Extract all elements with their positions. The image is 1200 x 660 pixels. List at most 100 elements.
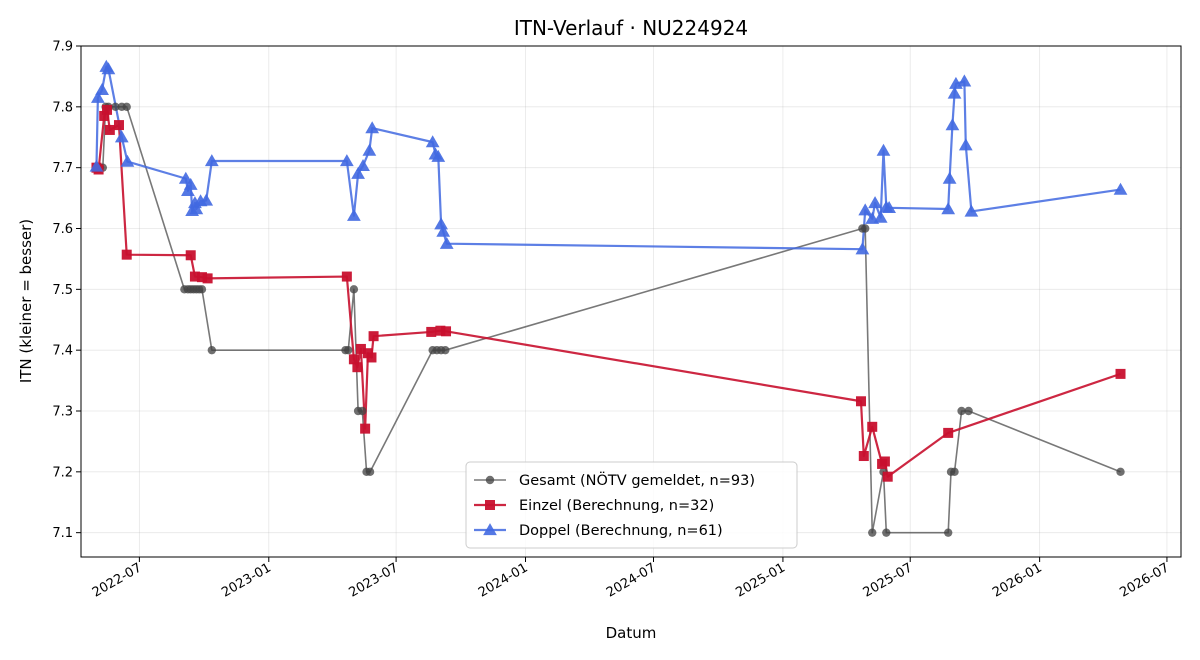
x-tick-label: 2026-01 xyxy=(990,560,1045,600)
data-point-triangle xyxy=(855,242,870,255)
data-point-triangle xyxy=(114,130,129,143)
y-tick-label: 7.8 xyxy=(52,100,73,115)
y-tick-label: 7.2 xyxy=(52,465,73,480)
data-point-circle xyxy=(964,406,973,416)
data-point-circle xyxy=(197,285,207,294)
legend-marker-square xyxy=(485,500,495,510)
data-point-square xyxy=(189,271,200,282)
data-point-circle xyxy=(957,406,966,416)
x-axis-ticks: 2022-07 2023-01 2023-07 2024-01 2024-07 2025-… xyxy=(90,557,1172,601)
data-point-square xyxy=(360,423,371,434)
data-point-triangle xyxy=(347,208,361,221)
data-point-square xyxy=(113,120,124,131)
data-point-triangle xyxy=(868,196,882,209)
data-point-circle xyxy=(207,345,217,355)
legend-entry: Einzel (Berechnung, n=32) xyxy=(519,498,714,514)
data-point-circle xyxy=(111,102,120,112)
data-point-square xyxy=(352,362,363,373)
data-point-triangle xyxy=(351,166,365,179)
legend-box xyxy=(465,461,798,549)
data-point-square xyxy=(441,326,452,337)
data-point-square xyxy=(202,273,213,284)
data-point-square xyxy=(943,427,954,438)
data-point-square xyxy=(341,271,352,282)
data-point-triangle xyxy=(362,143,377,156)
data-point-triangle xyxy=(436,224,451,237)
data-point-circle xyxy=(122,102,131,112)
series-markers xyxy=(89,59,1128,537)
data-point-circle xyxy=(349,285,359,294)
data-point-triangle xyxy=(434,217,448,230)
y-tick-label: 7.1 xyxy=(52,526,73,541)
data-point-triangle xyxy=(876,143,891,156)
data-point-square xyxy=(185,250,196,261)
data-point-square xyxy=(104,124,115,135)
legend-marker-triangle xyxy=(483,523,497,536)
legend-marker-circle xyxy=(485,475,495,485)
data-point-triangle xyxy=(199,193,214,206)
data-point-circle xyxy=(861,224,870,233)
data-point-circle xyxy=(365,467,375,477)
data-point-triangle xyxy=(882,200,896,213)
data-point-triangle xyxy=(183,177,198,190)
data-point-triangle xyxy=(339,154,354,167)
data-point-square xyxy=(102,104,113,115)
data-point-square xyxy=(426,326,437,337)
legend-entry: Gesamt (NÖTV gemeldet, n=93) xyxy=(519,471,755,489)
data-point-triangle xyxy=(431,149,446,162)
x-tick-label: 2026-07 xyxy=(1117,560,1172,600)
data-point-triangle xyxy=(941,202,956,215)
y-tick-label: 7.7 xyxy=(52,161,73,176)
data-point-triangle xyxy=(858,203,873,216)
data-point-triangle xyxy=(945,118,960,131)
legend-entry: Doppel (Berechnung, n=61) xyxy=(519,523,723,539)
y-tick-label: 7.4 xyxy=(52,344,73,359)
y-tick-label: 7.9 xyxy=(52,40,73,55)
x-tick-label: 2025-01 xyxy=(733,560,788,600)
data-point-square xyxy=(366,352,377,363)
x-tick-label: 2023-01 xyxy=(219,560,274,600)
data-point-triangle xyxy=(204,154,219,167)
data-point-triangle xyxy=(1113,182,1128,195)
data-point-triangle xyxy=(942,171,957,184)
data-point-square xyxy=(348,354,359,365)
data-point-triangle xyxy=(957,74,972,87)
data-point-circle xyxy=(1116,467,1125,477)
data-point-triangle xyxy=(91,90,105,103)
data-point-circle xyxy=(943,528,953,537)
y-axis-label: ITN (kleiner = besser) xyxy=(17,219,35,383)
data-point-triangle xyxy=(120,154,135,167)
y-tick-label: 7.6 xyxy=(52,222,73,237)
data-point-triangle xyxy=(181,183,195,196)
data-point-circle xyxy=(950,467,959,477)
data-point-square xyxy=(867,421,878,432)
data-point-square xyxy=(1115,368,1126,379)
data-point-square xyxy=(882,471,893,482)
x-tick-label: 2024-01 xyxy=(476,560,531,600)
data-point-square xyxy=(196,272,207,283)
x-axis-label: Datum xyxy=(606,624,657,642)
y-tick-label: 7.5 xyxy=(52,283,73,298)
data-point-square xyxy=(435,325,446,336)
data-point-square xyxy=(858,451,869,462)
data-point-triangle xyxy=(95,82,109,95)
data-point-circle xyxy=(882,528,891,537)
x-tick-label: 2023-07 xyxy=(347,560,402,600)
data-point-square xyxy=(355,343,366,354)
x-tick-label: 2024-07 xyxy=(604,560,659,600)
x-tick-label: 2022-07 xyxy=(90,560,145,600)
data-point-triangle xyxy=(964,204,979,217)
data-point-triangle xyxy=(425,135,440,148)
data-point-square xyxy=(879,456,890,467)
data-point-circle xyxy=(868,528,877,537)
plot-frame xyxy=(80,45,1182,558)
data-point-circle xyxy=(358,406,367,416)
data-point-triangle xyxy=(958,138,973,151)
data-point-triangle xyxy=(873,210,888,223)
data-point-triangle xyxy=(365,121,380,134)
legend: Gesamt (NÖTV gemeldet, n=93) Einzel (Bere… xyxy=(465,461,798,549)
data-point-triangle xyxy=(947,86,962,99)
data-point-square xyxy=(121,249,132,260)
data-point-square xyxy=(855,396,866,407)
